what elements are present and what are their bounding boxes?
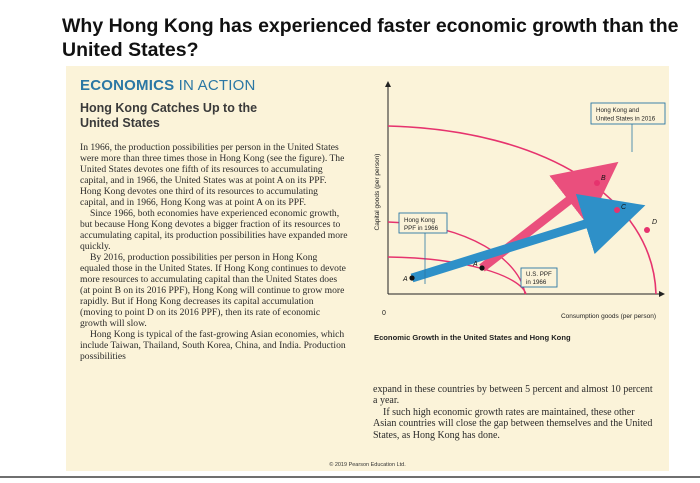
- paragraph: expand in these countries by between 5 p…: [373, 384, 653, 407]
- question-title: Why Hong Kong has experienced faster eco…: [62, 15, 679, 61]
- textbook-page: ECONOMICS IN ACTION Hong Kong Catches Up…: [66, 66, 669, 471]
- point-c: [614, 207, 620, 213]
- callout-us-1966: U.S. PPF in 1966: [520, 267, 558, 288]
- svg-text:PPF in 1966: PPF in 1966: [404, 225, 439, 232]
- point-a-hk: [479, 265, 485, 271]
- label-point-a-us: A: [402, 276, 408, 283]
- label-point-c: C: [621, 204, 627, 211]
- paragraph: Hong Kong is typical of the fast-growing…: [80, 329, 346, 362]
- point-a-us: [409, 275, 415, 281]
- label-point-b: B: [601, 175, 606, 182]
- ppf-figure: Capital goods (per person) Consumption g…: [368, 72, 666, 340]
- svg-text:in 1966: in 1966: [526, 279, 547, 286]
- callout-hk-1966: Hong Kong PPF in 1966: [398, 212, 448, 284]
- economics-in-action-label: ECONOMICS IN ACTION: [80, 77, 256, 94]
- point-d: [644, 227, 650, 233]
- paragraph: Since 1966, both economies have experien…: [80, 208, 348, 252]
- paragraph: If such high economic growth rates are m…: [373, 406, 653, 441]
- origin-label: 0: [382, 310, 386, 317]
- section-subtitle: Hong Kong Catches Up to the United State…: [80, 101, 258, 130]
- copyright-notice: © 2019 Pearson Education Ltd.: [329, 462, 406, 468]
- label-point-a-hk: A: [472, 261, 478, 268]
- right-column: expand in these countries by between 5 p…: [373, 384, 653, 441]
- svg-text:Hong Kong and: Hong Kong and: [596, 107, 640, 114]
- svg-text:U.S. PPF: U.S. PPF: [526, 271, 552, 278]
- paragraph: In 1966, the production possibilities pe…: [80, 142, 345, 208]
- x-axis-label: Consumption goods (per person): [561, 313, 656, 320]
- y-axis-label: Capital goods (per person): [374, 154, 381, 231]
- figure-caption: Economic Growth in the United States and…: [374, 333, 571, 342]
- point-b: [594, 180, 600, 186]
- us-growth-arrow: [410, 193, 646, 283]
- left-column: In 1966, the production possibilities pe…: [80, 142, 348, 362]
- label-point-d: D: [652, 219, 657, 226]
- ppf-diagram: Capital goods (per person) Consumption g…: [374, 81, 666, 320]
- callout-hk-us-2016: Hong Kong and United States in 2016: [590, 102, 666, 152]
- paragraph: By 2016, production possibilities per pe…: [80, 252, 346, 329]
- svg-text:Hong Kong: Hong Kong: [404, 217, 436, 224]
- bottom-divider: [0, 476, 700, 478]
- svg-text:United States in 2016: United States in 2016: [596, 116, 656, 123]
